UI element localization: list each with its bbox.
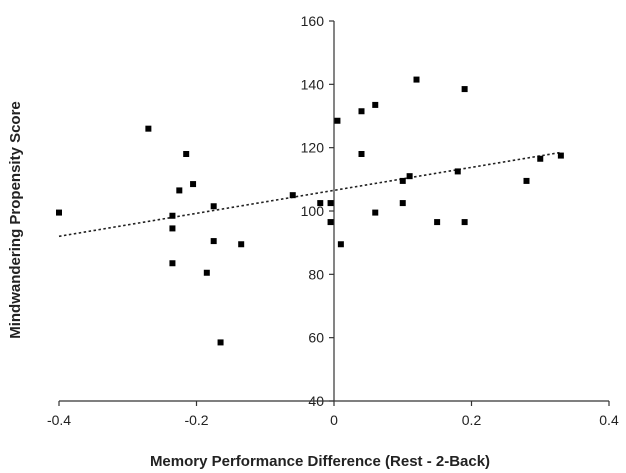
- data-point: [238, 241, 245, 248]
- data-point: [358, 151, 365, 157]
- y-tick-label: 100: [301, 203, 325, 219]
- data-point: [337, 241, 344, 248]
- y-axis-title: Mindwandering Propensity Score: [7, 101, 24, 339]
- data-point: [217, 339, 224, 346]
- data-point: [203, 269, 210, 276]
- data-point: [145, 125, 152, 132]
- data-point: [413, 76, 420, 83]
- data-point: [190, 181, 197, 188]
- data-point: [210, 203, 217, 210]
- data-point: [327, 200, 334, 207]
- data-point: [406, 173, 413, 180]
- data-point: [169, 225, 176, 232]
- data-point: [334, 117, 341, 124]
- data-point: [56, 209, 62, 216]
- data-point: [523, 177, 530, 184]
- data-point: [399, 177, 406, 184]
- data-point: [372, 101, 379, 108]
- x-tick-label: -0.4: [47, 412, 71, 428]
- point-layer: [56, 76, 564, 346]
- data-point: [169, 212, 176, 219]
- data-point: [289, 192, 296, 199]
- x-axis-title: Memory Performance Difference (Rest - 2-…: [150, 453, 490, 470]
- data-point: [358, 108, 365, 115]
- trendline: [58, 151, 562, 238]
- data-point: [461, 219, 468, 226]
- x-tick-label: -0.2: [184, 412, 208, 428]
- y-tick-label: 60: [308, 330, 324, 346]
- x-tick-label: 0.2: [462, 412, 482, 428]
- y-tick-label: 140: [301, 76, 325, 92]
- y-tick-label: 160: [301, 13, 325, 29]
- x-tick-label: 0: [330, 412, 338, 428]
- data-point: [327, 219, 334, 226]
- data-point: [169, 260, 176, 267]
- y-tick-label: 80: [308, 266, 324, 282]
- data-point: [317, 200, 324, 207]
- data-point: [372, 209, 379, 216]
- data-point: [434, 219, 441, 226]
- data-point: [557, 152, 564, 159]
- data-point: [399, 200, 406, 207]
- data-point: [537, 155, 544, 162]
- y-tick-label: 120: [301, 140, 325, 156]
- data-point: [176, 187, 183, 194]
- data-point: [210, 238, 217, 245]
- data-point: [461, 86, 468, 93]
- data-point: [454, 168, 461, 175]
- x-tick-label: 0.4: [599, 412, 619, 428]
- data-point: [183, 151, 190, 157]
